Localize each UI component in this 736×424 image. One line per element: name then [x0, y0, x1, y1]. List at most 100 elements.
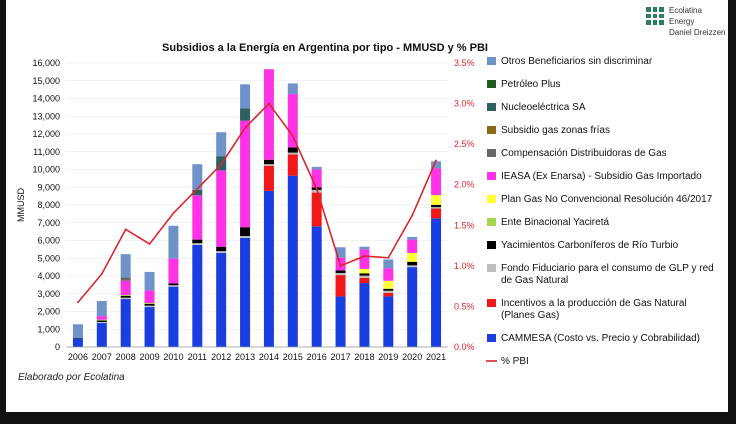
y2-tick-label: 2.0% [454, 180, 475, 190]
x-tick-label: 2006 [68, 352, 88, 362]
pbi-line-path [77, 102, 437, 303]
bar-segment [96, 316, 107, 320]
legend-label: Ente Binacional Yaciretá [501, 217, 609, 228]
x-tick-label: 2016 [307, 352, 327, 362]
y2-tick-label: 3.0% [454, 99, 475, 109]
bar-segment [407, 261, 418, 266]
pbi-point [268, 102, 270, 105]
bar-segment [383, 296, 394, 347]
bar-segment [240, 237, 251, 347]
bar-segment [192, 164, 203, 190]
legend-swatch [487, 195, 496, 203]
y-tick-label: 15,000 [32, 76, 60, 86]
y-tick-label: 0 [55, 342, 60, 352]
bar-segment [192, 195, 203, 240]
bar-segment [263, 190, 274, 347]
bar-segment [240, 120, 251, 228]
legend-label: Plan Gas No Convencional Resolución 46/2… [501, 194, 713, 205]
legend-label: % PBI [501, 356, 529, 367]
bar-segment [216, 252, 227, 347]
bar-segment [359, 249, 370, 269]
legend-swatch [487, 103, 496, 111]
bar-segment [144, 303, 155, 306]
bar-segment [120, 254, 131, 278]
bar-segment [407, 267, 418, 347]
y-tick-label: 3,000 [37, 289, 60, 299]
bar-segment [168, 286, 179, 347]
pbi-point [244, 127, 246, 129]
pbi-point [148, 243, 151, 245]
y-tick-label: 10,000 [32, 165, 60, 175]
bar-segment [192, 239, 203, 244]
legend-swatch [487, 172, 496, 180]
x-tick-label: 2014 [259, 352, 279, 362]
bar-segment [192, 244, 203, 347]
y-tick-label: 4,000 [37, 271, 60, 281]
chart-title: Subsidios a la Energía en Argentina por … [162, 42, 488, 54]
bar-segment [168, 283, 179, 286]
bar-segment [287, 154, 298, 176]
y-tick-label: 14,000 [32, 94, 60, 104]
bar-segment [311, 192, 322, 227]
bar-segment [287, 175, 298, 347]
pbi-point [77, 301, 79, 304]
bar-segment [216, 132, 227, 157]
x-tick-label: 2008 [116, 352, 136, 362]
bar-segment [96, 320, 107, 322]
bar-segment [383, 268, 394, 281]
y2-tick-label: 1.0% [454, 261, 475, 271]
legend-label: Fondo Fiduciario para el consumo de GLP … [501, 263, 714, 286]
y-tick-label: 6,000 [37, 236, 60, 246]
brand-line-2: Daniel Dreizzen [669, 28, 726, 37]
legend-swatch [487, 299, 496, 307]
y-tick-label: 13,000 [32, 111, 60, 121]
legend-label: Otros Beneficiarios sin discriminar [501, 56, 653, 67]
legend-swatch [487, 126, 496, 134]
bar-segment [96, 301, 107, 317]
bar-segment [359, 283, 370, 347]
bar-segment [120, 294, 131, 296]
bar-segment [287, 83, 298, 95]
legend-swatch [487, 149, 496, 157]
bar-segment [359, 277, 370, 284]
bar-segment [335, 296, 346, 347]
x-tick-label: 2011 [188, 352, 207, 362]
y-tick-label: 5,000 [37, 253, 60, 263]
y-tick-label: 1,000 [37, 324, 60, 334]
y-tick-label: 12,000 [32, 129, 60, 139]
credit-text: Elaborado por Ecolatina [18, 372, 125, 383]
pbi-point [172, 212, 175, 215]
pbi-point [339, 264, 342, 267]
bar-segment [431, 207, 442, 209]
bar-segment [311, 166, 322, 170]
bar-segment [431, 168, 442, 196]
legend-label: Compensación Distribuidoras de Gas [501, 148, 667, 159]
bar-segment [359, 273, 370, 276]
bar-segment [263, 159, 274, 165]
bar-segment [311, 226, 322, 347]
legend-label: CAMMESA (Costo vs. Precio y Cobrabilidad… [501, 333, 700, 344]
bar-segment [72, 339, 83, 347]
x-tick-label: 2017 [331, 352, 351, 362]
bar-segment [359, 246, 370, 250]
pbi-point [363, 255, 366, 258]
bar-segment [383, 280, 394, 289]
bar-segment [383, 288, 394, 291]
bar-segment [263, 165, 274, 191]
bar-segment [96, 319, 107, 321]
bar-segment [216, 170, 227, 247]
bar-segment [287, 147, 298, 153]
bar-segment [335, 275, 346, 297]
bar-segment [240, 236, 251, 238]
bar-segment [96, 321, 107, 324]
pbi-point [100, 273, 103, 275]
bar-segment [96, 323, 107, 347]
bar-segment [168, 225, 179, 259]
x-tick-label: 2007 [92, 352, 112, 362]
y2-tick-label: 3.5% [454, 58, 475, 68]
bar-segment [431, 204, 442, 208]
bar-segment [144, 307, 155, 347]
bar-segment [240, 108, 251, 121]
legend-label: Subsidio gas zonas frías [501, 125, 610, 136]
